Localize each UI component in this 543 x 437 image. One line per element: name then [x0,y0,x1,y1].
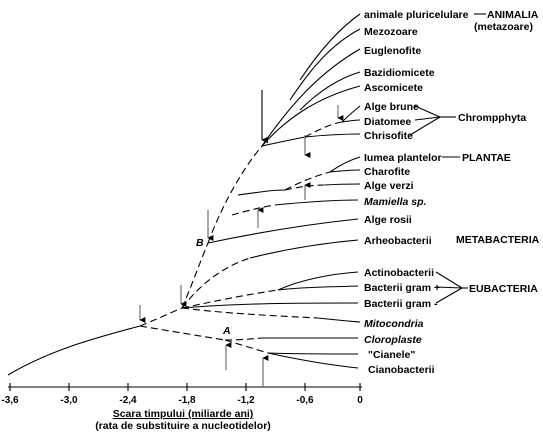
taxon-label: Bazidiomicete [364,67,435,79]
taxon-label: Alge rosii [364,214,412,226]
tick-label: -3,6 [1,395,19,406]
branch-euglenofite [261,48,361,147]
axis-title: Scara timpului (miliarde ani) [113,408,254,420]
taxon-label: Mamiella sp. [364,196,427,208]
branch-mitocondria [317,317,361,323]
group-connector [435,287,463,304]
branch-plantae [329,156,361,173]
branch-cianobacterii [267,352,359,369]
taxon-label: Diatomee [364,116,411,128]
axis-subtitle: (rata de substituire a nucleotidelor) [95,420,271,432]
group-connector [435,271,463,289]
branch [261,136,306,147]
group-label: PLANTAE [462,152,511,164]
taxon-label: Cloroplaste [364,334,422,346]
branch-gram-minus [181,302,359,309]
branch-mamiella [274,199,359,206]
branch [139,325,226,341]
branch [224,337,263,341]
branch [181,307,319,319]
taxon-labels: animale pluricelulare Mezozoare Euglenof… [364,9,469,376]
branch-chrisofite [304,133,361,138]
taxon-label: Actinobacterii [364,267,434,279]
branch-charofite [329,169,361,173]
group-connector [414,116,441,121]
branch [237,189,286,196]
branch [139,307,183,327]
taxon-label: Chrisofite [364,130,413,142]
branch [231,204,276,216]
taxon-label: Mitocondria [364,318,424,330]
taxon-label: Bacterii gram - [364,298,438,310]
group-label: (metazoare) [474,21,533,33]
group-label: METABACTERIA [456,234,540,246]
branch-gram-plus [277,285,359,291]
branch-alge-brune [341,105,361,123]
trunk-branch [7,325,141,376]
tick-label: -2,4 [119,395,137,406]
group-label: ANIMALIA [487,9,539,21]
arrows [139,90,344,387]
branch [284,184,326,191]
taxon-label: Euglenofite [364,45,421,57]
group-label: Chrompphyta [458,112,526,124]
tick-label: -1,8 [178,395,196,406]
taxon-label: animale pluricelulare [364,9,469,21]
branch-ascomicete [261,85,361,147]
x-axis: -3,6 -3,0 -2,4 -1,8 -1,2 -0,6 0 Scara ti… [1,383,363,432]
branch [181,289,279,309]
group-label: EUBACTERIA [469,283,538,295]
taxon-label: Ascomicete [364,82,423,94]
taxon-label: Bacterii gram + [364,282,440,294]
marker-b: B [196,237,204,249]
tick-label: 0 [357,395,363,406]
branch [284,171,331,191]
taxon-label: Alge brune [364,101,419,113]
tick-label: -1,2 [237,395,255,406]
taxon-label: "Cianele" [368,349,415,361]
branch-alge-rosii [207,218,359,244]
branch [181,242,209,309]
group-connector [409,116,441,136]
taxon-label: Alge verzi [364,180,414,192]
branch-bazidiomicete [299,71,361,111]
branch [207,145,263,244]
marker-a: A [222,325,231,337]
taxon-label: Cianobacterii [368,364,435,376]
branch-animale [299,13,361,81]
branch [224,339,269,354]
tick-label: -3,0 [60,395,78,406]
branch-arheobacterii [249,239,359,259]
taxon-label: Charofite [364,166,410,178]
tick-label: -0,6 [296,395,314,406]
tree-branches [7,13,361,376]
taxon-label: Mezozoare [364,26,418,38]
branch-cianele [267,352,359,355]
group-connector [414,105,441,118]
group-connector [435,286,463,289]
branch [304,121,343,138]
branch-diatomee [341,119,361,123]
branch-alge-verzi [324,183,361,186]
branch-mezozoare [289,28,361,101]
branch-actinobacterii [277,271,359,291]
group-labels: ANIMALIA (metazoare) Chrompphyta PLANTAE… [409,9,540,304]
taxon-label: Arheobacterii [364,235,432,247]
taxon-label: Iumea plantelor [364,152,442,164]
